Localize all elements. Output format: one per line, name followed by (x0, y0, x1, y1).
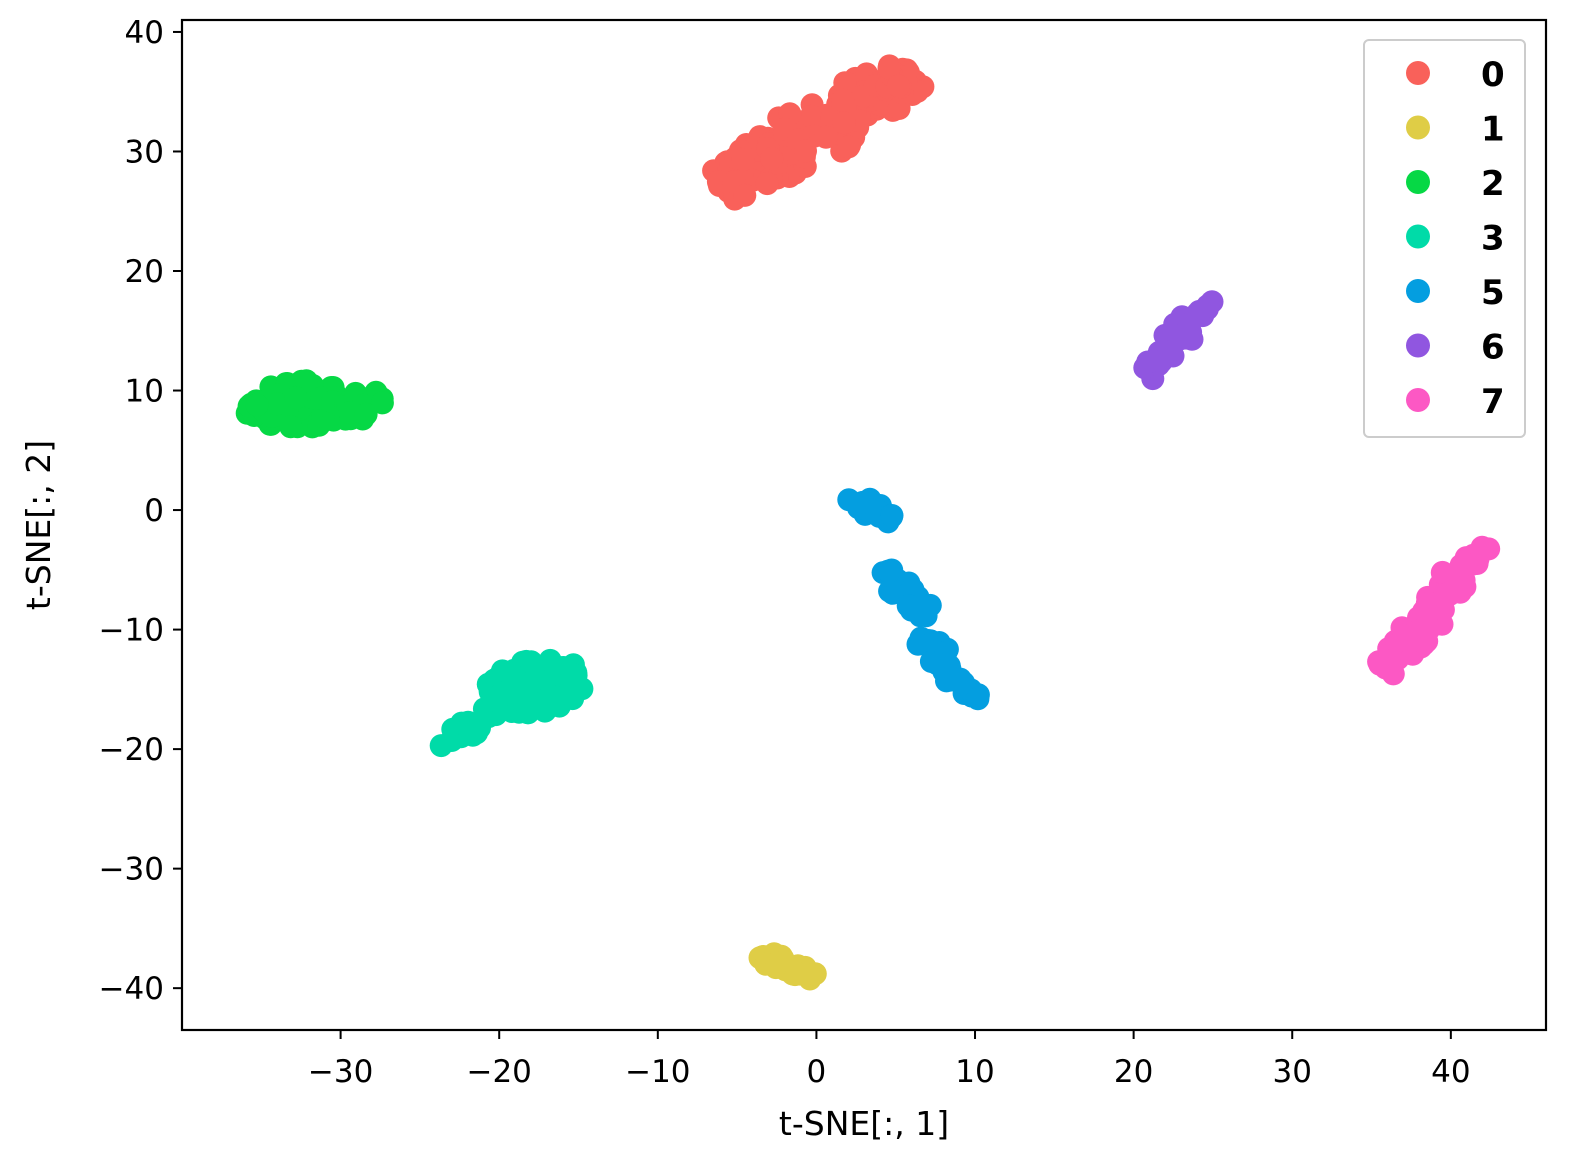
legend-marker-6 (1406, 333, 1430, 358)
point-series-3 (456, 710, 480, 734)
legend-label-6: 6 (1481, 328, 1505, 368)
x-tick-label: 10 (955, 1054, 994, 1090)
legend-marker-5 (1406, 279, 1430, 303)
y-tick-label: 20 (125, 254, 164, 290)
point-series-2 (370, 391, 394, 415)
legend-box (1363, 39, 1526, 438)
legend-label-7: 7 (1481, 382, 1505, 422)
point-series-3 (516, 701, 540, 725)
x-tick-label: 20 (1114, 1054, 1153, 1090)
y-tick-label: −20 (99, 732, 164, 768)
point-series-1 (784, 961, 808, 985)
point-series-0 (733, 183, 757, 207)
x-tick-label: −10 (625, 1054, 690, 1090)
plot-frame (180, 18, 1548, 1032)
y-tick-label: 0 (144, 493, 164, 529)
x-tick-label: 0 (807, 1054, 827, 1090)
point-series-0 (799, 104, 823, 128)
x-tick-label: −30 (308, 1054, 373, 1090)
point-series-5 (909, 594, 932, 618)
point-series-0 (794, 139, 817, 163)
y-tick-label: −10 (99, 613, 164, 649)
x-tick-label: −20 (466, 1054, 531, 1090)
series-0 (702, 54, 935, 211)
point-series-7 (1400, 623, 1424, 647)
series-3 (429, 648, 594, 758)
point-series-0 (832, 111, 856, 135)
point-series-5 (938, 657, 962, 681)
point-series-0 (755, 172, 779, 196)
point-series-2 (245, 393, 269, 417)
point-series-3 (490, 681, 514, 705)
points-layer (235, 54, 1501, 991)
x-axis-ticks: −30 −20 −10 0 10 20 30 40 (308, 1030, 1471, 1090)
series-7 (1367, 535, 1501, 686)
y-axis-ticks: 40 30 20 10 0 −10 −20 −30 −40 (99, 15, 182, 1007)
point-series-2 (279, 415, 303, 439)
point-series-5 (906, 632, 930, 656)
point-series-3 (500, 662, 524, 686)
point-series-2 (294, 369, 318, 393)
y-axis-label: t-SNE[:, 2] (19, 440, 58, 610)
point-series-2 (265, 392, 289, 416)
legend-marker-0 (1406, 61, 1430, 85)
y-tick-label: −30 (99, 852, 164, 888)
point-series-7 (1454, 552, 1478, 576)
point-series-6 (1200, 290, 1224, 314)
legend-label-3: 3 (1481, 219, 1505, 259)
point-series-2 (284, 386, 308, 410)
point-series-5 (851, 490, 875, 514)
legend-items: 0 1 2 3 5 6 7 (1406, 55, 1505, 422)
legend-marker-2 (1406, 170, 1430, 194)
x-tick-label: 30 (1273, 1054, 1312, 1090)
point-series-0 (760, 147, 784, 171)
point-series-6 (1177, 312, 1201, 336)
point-series-0 (837, 135, 861, 159)
y-tick-label: 40 (125, 15, 164, 51)
point-series-0 (831, 88, 855, 112)
series-1 (748, 942, 827, 991)
y-tick-label: −40 (99, 971, 164, 1007)
series-6 (1133, 290, 1224, 391)
x-tick-label: 40 (1431, 1054, 1470, 1090)
point-series-2 (354, 402, 378, 426)
legend-label-5: 5 (1481, 273, 1505, 313)
point-series-7 (1417, 591, 1441, 615)
point-series-3 (547, 663, 571, 687)
legend: 0 1 2 3 5 6 7 (1363, 39, 1526, 438)
legend-marker-1 (1406, 115, 1430, 140)
legend-label-2: 2 (1481, 164, 1505, 204)
point-series-0 (833, 71, 857, 95)
point-series-5 (880, 504, 904, 527)
point-series-3 (520, 671, 543, 695)
legend-label-0: 0 (1481, 55, 1505, 95)
legend-label-1: 1 (1481, 110, 1505, 150)
legend-marker-3 (1406, 224, 1430, 249)
point-series-7 (1374, 656, 1398, 680)
series-5 (837, 487, 990, 711)
point-series-1 (803, 962, 827, 986)
point-series-0 (814, 125, 838, 149)
point-series-5 (966, 687, 990, 711)
point-series-0 (731, 148, 755, 171)
point-series-5 (877, 560, 901, 584)
y-tick-label: 30 (125, 134, 164, 170)
point-series-7 (1448, 580, 1472, 604)
y-tick-label: 10 (125, 374, 164, 410)
series-2 (235, 369, 394, 439)
x-axis-label: t-SNE[:, 1] (779, 1104, 949, 1143)
point-series-0 (887, 74, 910, 98)
point-series-6 (1149, 349, 1173, 373)
point-series-0 (877, 56, 901, 80)
legend-marker-7 (1406, 388, 1430, 412)
